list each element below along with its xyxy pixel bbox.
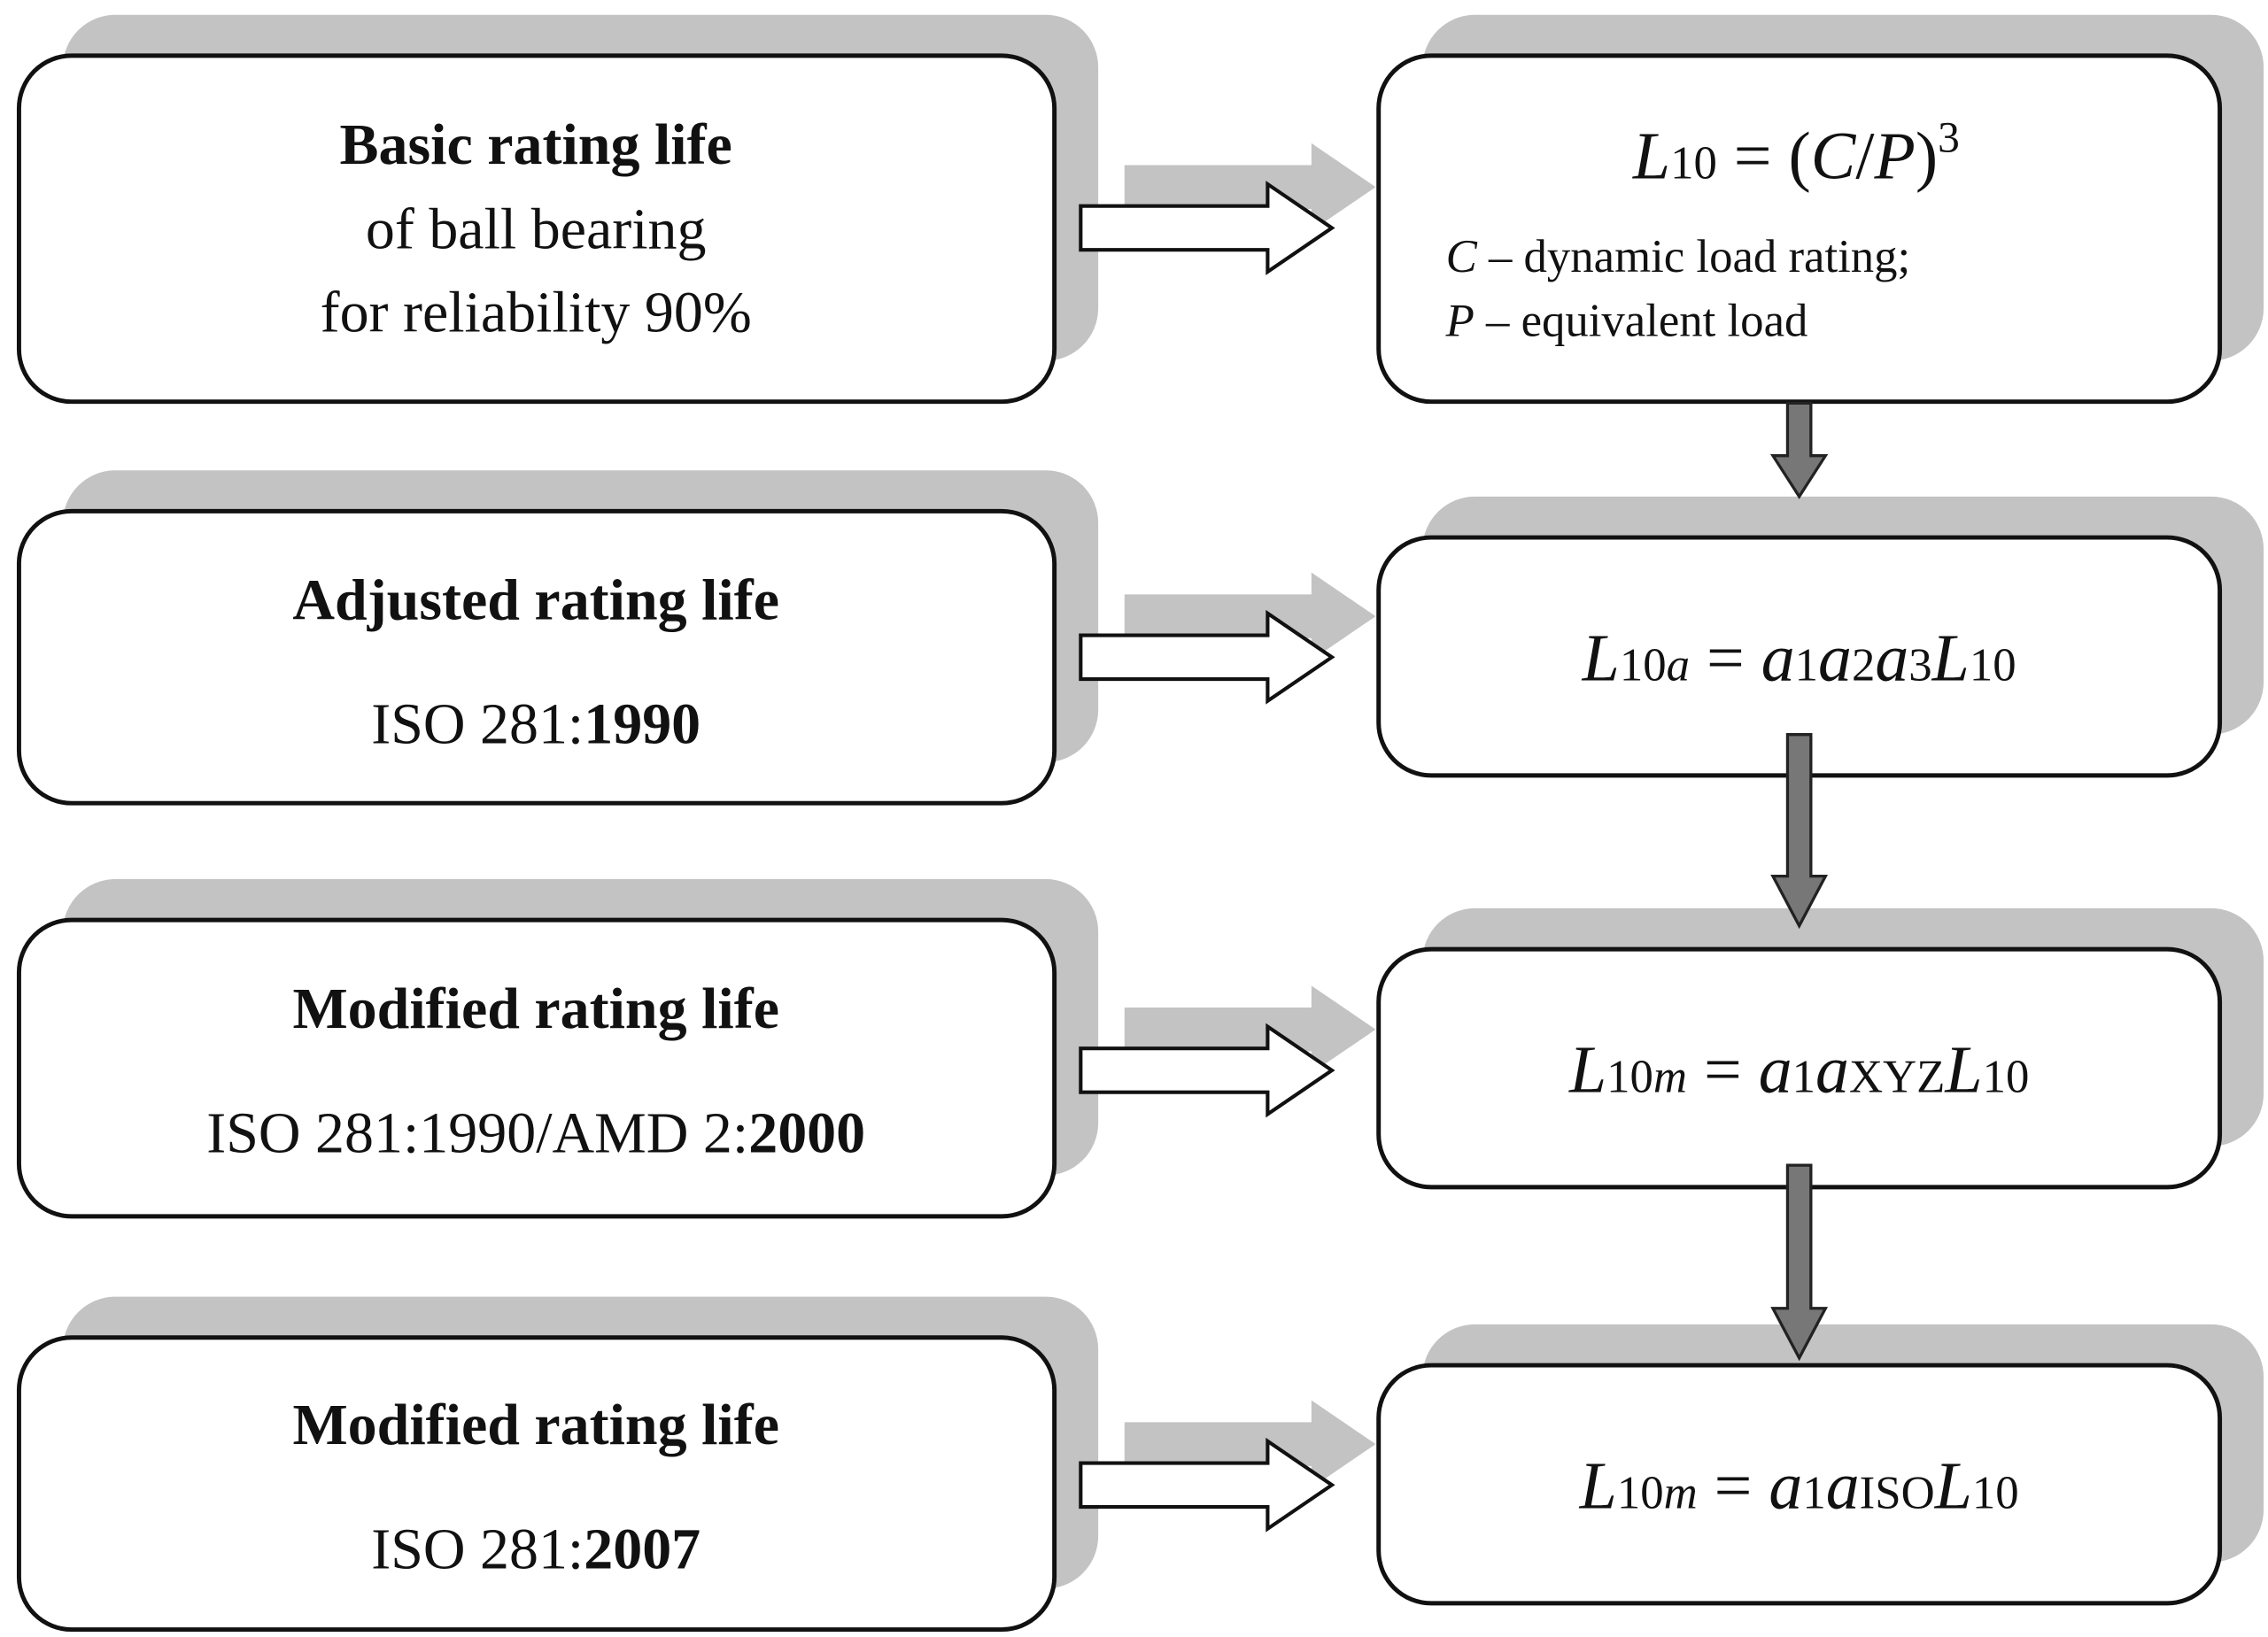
right-arrow xyxy=(1079,181,1335,275)
formula-subscript: 2 xyxy=(1852,640,1875,691)
left-texts: Basic rating life of ball bearing for re… xyxy=(206,112,865,1581)
box-line: of ball bearing xyxy=(366,197,707,262)
right-texts: L10 = (C/P)3 C – dynamic load rating; P … xyxy=(1445,113,2030,1524)
formula: L10m = a1aXYZL10 xyxy=(1568,1033,2029,1108)
formula-subscript: 1 xyxy=(1792,1052,1815,1103)
formula-subscript: 3 xyxy=(1908,640,1931,691)
left-box xyxy=(16,53,1057,405)
formula-subscript: 10 xyxy=(1620,640,1667,691)
formula-subscript: m xyxy=(1664,1468,1698,1519)
standard-year: 2000 xyxy=(748,1100,865,1165)
formula-part: L xyxy=(1632,119,1670,193)
down-arrow xyxy=(1770,733,1829,930)
standard-text: ISO 281: xyxy=(371,692,584,757)
note-symbol: P xyxy=(1445,295,1475,346)
formula-subscript: ISO xyxy=(1860,1468,1935,1519)
formula-part: a xyxy=(1826,1449,1860,1524)
formula-part: a xyxy=(1769,1449,1802,1524)
arrows xyxy=(1079,181,1829,1533)
formula-subscript: a xyxy=(1667,640,1690,691)
formula-subscript: 1 xyxy=(1795,640,1818,691)
formula-part: ) xyxy=(1916,119,1938,193)
right-box xyxy=(1376,53,2223,405)
formula-subscript: 10 xyxy=(1983,1052,2030,1103)
formula-part: / xyxy=(1855,119,1875,193)
right-arrow xyxy=(1079,609,1335,705)
box-title: Basic rating life xyxy=(340,112,732,177)
formula: L10m = a1aISOL10 xyxy=(1579,1449,2019,1524)
boxes xyxy=(16,53,2223,1633)
formula-part: a xyxy=(1761,622,1795,696)
formula-part: P xyxy=(1873,119,1915,193)
formula-part: L xyxy=(1944,1033,1982,1108)
formula-subscript: 1 xyxy=(1802,1468,1825,1519)
box-title: Modified rating life xyxy=(292,1393,779,1457)
formula-subscript: 10 xyxy=(1972,1468,2019,1519)
down-arrow xyxy=(1770,1163,1829,1362)
note: C – dynamic load rating; xyxy=(1446,231,1911,282)
formula-part: = xyxy=(1690,622,1761,696)
formula-part: = xyxy=(1698,1449,1769,1524)
formula-part: L xyxy=(1934,1449,1972,1524)
formula-part: C xyxy=(1811,119,1857,193)
formula-part: L xyxy=(1582,622,1620,696)
formula-part: L xyxy=(1568,1033,1606,1108)
formula: L10 = (C/P)3 xyxy=(1632,113,1960,194)
formula-part: L xyxy=(1931,622,1970,696)
formula-subscript: XYZ xyxy=(1849,1052,1945,1103)
right-box xyxy=(1376,1363,2223,1606)
formula: L10a = a1a2a3L10 xyxy=(1582,622,2016,696)
standard: ISO 281:1990 xyxy=(371,692,701,757)
left-box xyxy=(16,508,1057,806)
standard: ISO 281:2007 xyxy=(371,1517,701,1581)
formula-superscript: 3 xyxy=(1938,113,1960,162)
formula-part: a xyxy=(1815,1033,1849,1108)
standard: ISO 281:1990/AMD 2:2000 xyxy=(206,1100,865,1165)
formula-subscript: m xyxy=(1653,1052,1687,1103)
note: P – equivalent load xyxy=(1445,295,1808,346)
box-title: Adjusted rating life xyxy=(292,568,779,632)
box-title: Modified rating life xyxy=(292,977,779,1041)
formula-part: a xyxy=(1875,622,1908,696)
right-arrow xyxy=(1079,1023,1335,1118)
formula-subscript: 10 xyxy=(1617,1468,1664,1519)
formula-part: L xyxy=(1579,1449,1617,1524)
formula-part: a xyxy=(1759,1033,1792,1108)
formula-subscript: 10 xyxy=(1970,640,2016,691)
formula-subscript: 10 xyxy=(1606,1052,1653,1103)
formula-part: = xyxy=(1687,1033,1759,1108)
formula-part: = ( xyxy=(1717,119,1811,193)
right-arrow xyxy=(1079,1437,1335,1533)
note-symbol: C xyxy=(1446,231,1478,282)
box-line: for reliability 90% xyxy=(321,281,752,345)
standard-year: 1990 xyxy=(584,692,701,757)
left-box xyxy=(16,1335,1057,1633)
standard-text: ISO 281: xyxy=(371,1517,584,1581)
standard-text: ISO 281:1990/AMD 2: xyxy=(206,1100,748,1165)
formula-subscript: 10 xyxy=(1670,137,1717,189)
note-text: – dynamic load rating; xyxy=(1477,231,1910,282)
note-text: – equivalent load xyxy=(1475,295,1808,346)
standard-year: 2007 xyxy=(584,1517,701,1581)
formula-part: a xyxy=(1818,622,1852,696)
down-arrow xyxy=(1769,401,1829,499)
left-box xyxy=(16,917,1057,1219)
